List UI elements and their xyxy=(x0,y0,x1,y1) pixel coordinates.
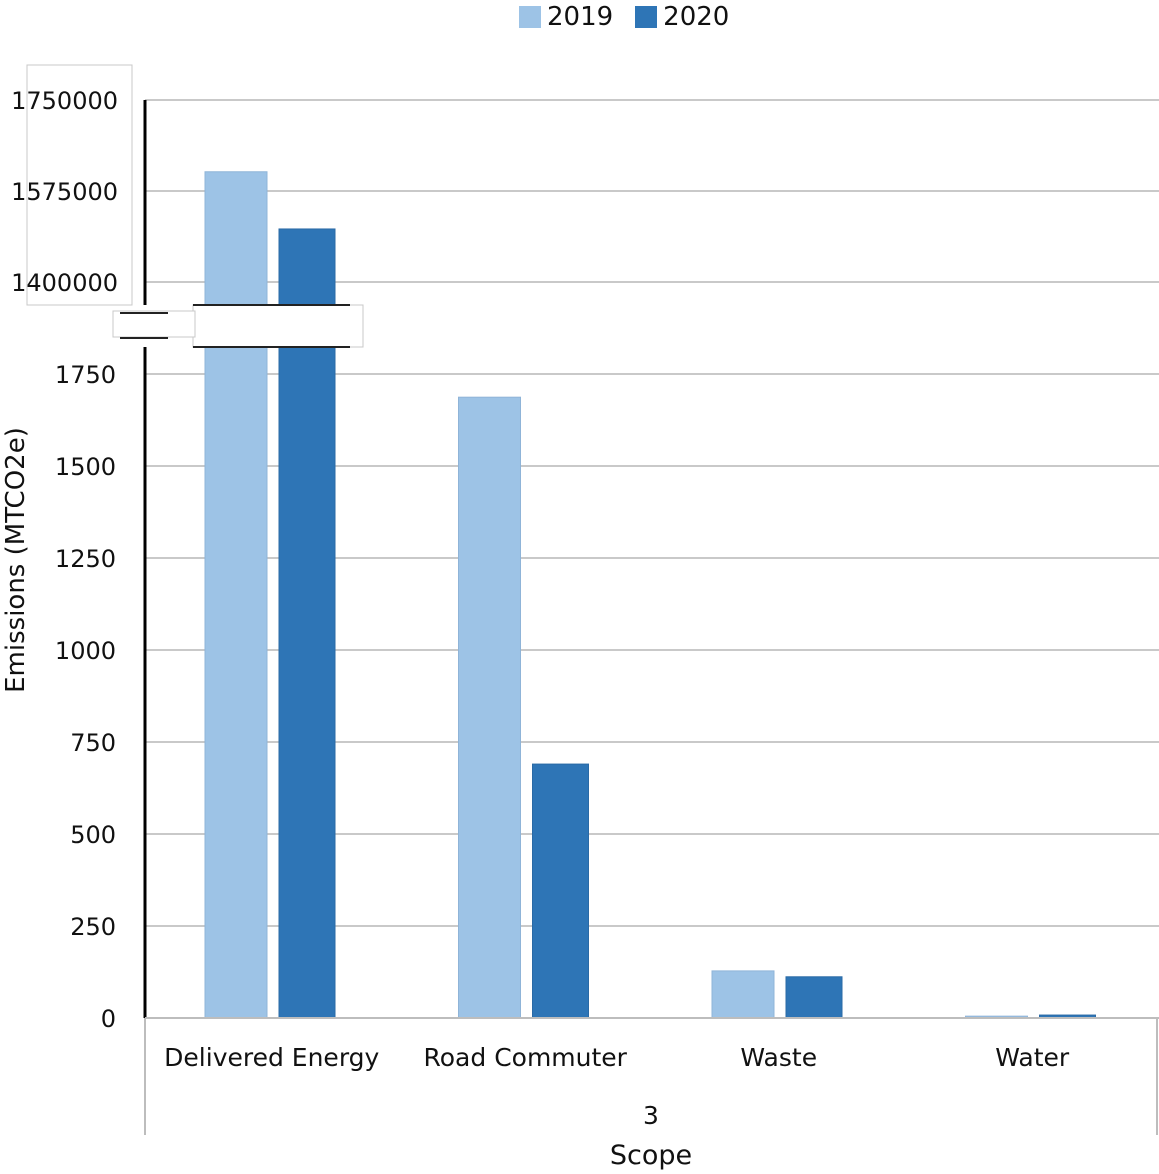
x-category-label: Waste xyxy=(740,1043,817,1072)
x-category-label: Road Commuter xyxy=(424,1043,628,1072)
legend: 2019 2020 xyxy=(519,2,751,32)
y-tick-label: 750 xyxy=(70,729,116,757)
y-tick-label: 0 xyxy=(101,1005,116,1033)
y-tick-label: 1500 xyxy=(55,453,116,481)
bar-2019 xyxy=(204,171,268,1019)
y-tick-label: 1000 xyxy=(55,637,116,665)
y-tick-label: 1750000 xyxy=(11,87,118,115)
y-tick-label: 250 xyxy=(70,913,116,941)
bar-2020 xyxy=(785,976,843,1019)
y-tick-label: 500 xyxy=(70,821,116,849)
axis-break-mask-left xyxy=(112,310,196,338)
axis-break-mask xyxy=(192,304,364,348)
legend-swatch-2019 xyxy=(519,6,541,28)
legend-label-2020: 2020 xyxy=(663,2,730,32)
legend-label-2019: 2019 xyxy=(547,2,614,32)
legend-item-2020[interactable]: 2020 xyxy=(635,2,729,32)
bar-2019 xyxy=(711,970,775,1019)
bar-2020 xyxy=(532,763,589,1019)
y-tick-label: 1250 xyxy=(55,545,116,573)
x-category-label: Water xyxy=(995,1043,1070,1072)
y-tick-label: 1400000 xyxy=(11,269,118,297)
upper-axis-frame xyxy=(26,64,133,306)
x-axis-title: Scope xyxy=(610,1140,692,1171)
x-category-label: Delivered Energy xyxy=(164,1043,379,1072)
bar-2019 xyxy=(458,396,521,1019)
legend-swatch-2020 xyxy=(635,6,658,28)
x-group-label: 3 xyxy=(643,1101,659,1130)
y-tick-label: 1575000 xyxy=(11,178,118,206)
legend-item-2019[interactable]: 2019 xyxy=(519,2,613,32)
y-tick-label: 1750 xyxy=(55,361,116,389)
bar-2020 xyxy=(278,228,336,1019)
